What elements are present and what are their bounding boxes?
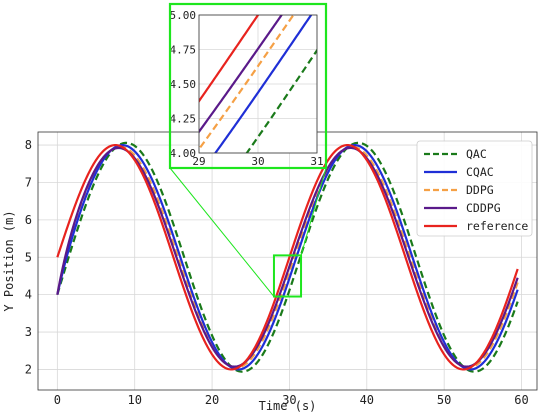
- x-tick-label: 10: [127, 393, 141, 407]
- inset-x-tick-label: 31: [310, 155, 323, 168]
- zoom-connector-right: [300, 167, 327, 256]
- zoom-region-box: [272, 254, 303, 298]
- inset-line-qac: [245, 48, 317, 153]
- legend-label: DDPG: [466, 183, 494, 197]
- y-tick-label: 4: [25, 288, 32, 302]
- inset-line-cddpg: [199, 15, 283, 134]
- x-tick-label: 60: [514, 393, 528, 407]
- inset-frame: [198, 14, 318, 154]
- inset-x-tick-label: 29: [192, 155, 205, 168]
- inset-line-reference: [199, 15, 260, 104]
- inset-x-tick-label: 30: [251, 155, 264, 168]
- inset-y-tick-label: 4.50: [170, 78, 197, 91]
- y-tick-label: 8: [25, 138, 32, 152]
- inset-y-tick-label: 4.75: [170, 44, 197, 57]
- inset-y-tick-label: 5.00: [170, 9, 197, 22]
- x-axis-ticks: 0 10 20 30 40 50 60: [54, 393, 529, 407]
- legend: QAC CQAC DDPG CDDPG reference: [416, 140, 533, 237]
- y-tick-label: 2: [25, 362, 32, 376]
- legend-label: QAC: [466, 147, 487, 161]
- x-axis-label: Time (s): [259, 399, 317, 413]
- series-line-cqac: [56, 143, 519, 371]
- legend-label: reference: [466, 219, 528, 233]
- legend-label: CDDPG: [466, 201, 501, 215]
- series-line-reference: [56, 143, 519, 371]
- y-tick-label: 5: [25, 250, 32, 264]
- inset-line-ddpg: [199, 15, 295, 151]
- legend-label: CQAC: [466, 165, 494, 179]
- y-axis-ticks: 2 3 4 5 6 7 8: [25, 138, 32, 376]
- x-tick-label: 30: [282, 393, 296, 407]
- y-tick-label: 7: [25, 175, 32, 189]
- inset-x-ticks: 29 30 31: [192, 155, 323, 168]
- inset-plot: 29 30 31 4.00 4.25 4.50 4.75 5.00: [170, 9, 324, 168]
- zoom-indicator: [169, 167, 327, 298]
- inset-y-tick-label: 4.25: [170, 113, 197, 126]
- main-series: [56, 141, 519, 373]
- x-tick-label: 50: [437, 393, 451, 407]
- x-tick-label: 40: [360, 393, 374, 407]
- y-axis-label: Y Position (m): [2, 210, 16, 311]
- series-line-qac: [56, 141, 519, 373]
- y-tick-label: 6: [25, 213, 32, 227]
- inset-y-tick-label: 4.00: [170, 147, 197, 160]
- legend-box: [416, 140, 533, 237]
- x-tick-label: 20: [205, 393, 219, 407]
- inset-series: [199, 15, 317, 153]
- inset-y-ticks: 4.00 4.25 4.50 4.75 5.00: [170, 9, 197, 160]
- inset-highlight-border: [168, 2, 328, 170]
- zoom-connector-left: [169, 167, 275, 297]
- inset-line-cqac: [214, 15, 313, 153]
- x-tick-label: 0: [54, 393, 61, 407]
- y-tick-label: 3: [25, 325, 32, 339]
